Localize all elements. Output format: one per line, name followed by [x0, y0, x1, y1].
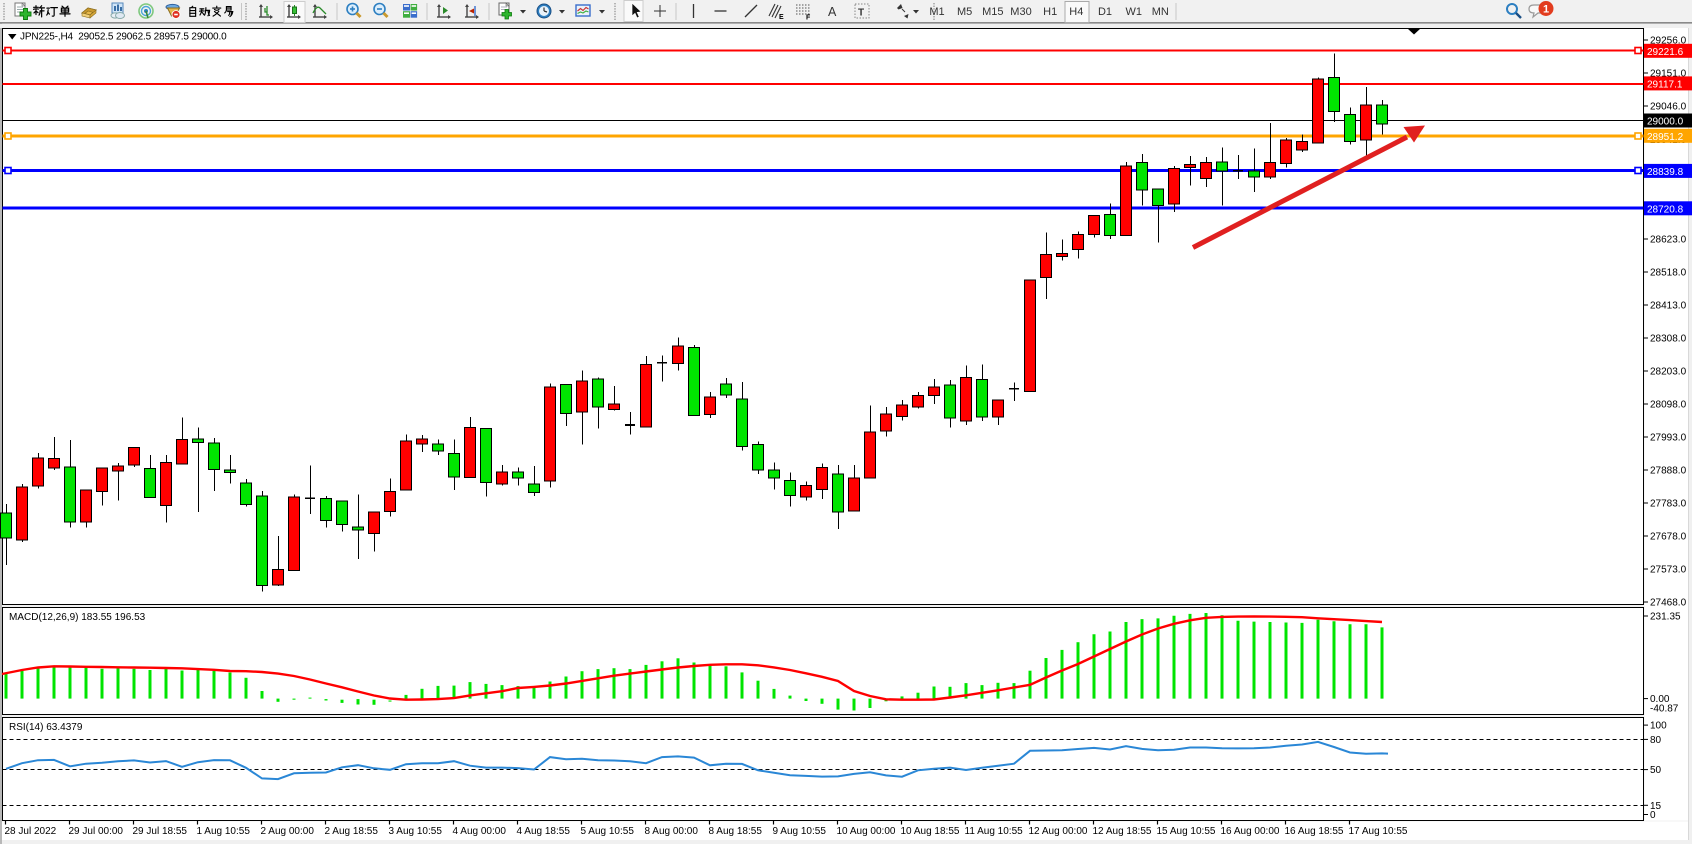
svg-text:27993.0: 27993.0 [1650, 433, 1687, 444]
svg-text:10 Aug 00:00: 10 Aug 00:00 [837, 826, 896, 837]
svg-text:12 Aug 18:55: 12 Aug 18:55 [1093, 826, 1152, 837]
svg-text:A: A [828, 5, 837, 19]
svg-text:10 Aug 18:55: 10 Aug 18:55 [901, 826, 960, 837]
svg-text:9 Aug 10:55: 9 Aug 10:55 [773, 826, 827, 837]
svg-text:M5: M5 [957, 6, 972, 18]
svg-text:RSI(14) 63.4379: RSI(14) 63.4379 [9, 722, 83, 733]
svg-text:27573.0: 27573.0 [1650, 565, 1687, 576]
svg-text:28203.0: 28203.0 [1650, 367, 1687, 378]
svg-text:28413.0: 28413.0 [1650, 301, 1687, 312]
svg-text:28951.2: 28951.2 [1647, 132, 1684, 143]
svg-text:28720.8: 28720.8 [1647, 204, 1684, 215]
svg-text:12 Aug 00:00: 12 Aug 00:00 [1029, 826, 1088, 837]
svg-text:50: 50 [1650, 765, 1662, 776]
svg-text:27783.0: 27783.0 [1650, 499, 1687, 510]
svg-text:80: 80 [1650, 735, 1662, 746]
svg-text:M1: M1 [929, 6, 944, 18]
svg-text:29 Jul 00:00: 29 Jul 00:00 [69, 826, 124, 837]
svg-text:W1: W1 [1125, 6, 1142, 18]
svg-text:3 Aug 10:55: 3 Aug 10:55 [389, 826, 443, 837]
svg-text:28839.8: 28839.8 [1647, 167, 1684, 178]
svg-text:11 Aug 10:55: 11 Aug 10:55 [965, 826, 1024, 837]
svg-text:28308.0: 28308.0 [1650, 334, 1687, 345]
svg-text:8 Aug 00:00: 8 Aug 00:00 [645, 826, 699, 837]
svg-text:28098.0: 28098.0 [1650, 400, 1687, 411]
svg-text:-40.87: -40.87 [1650, 704, 1679, 715]
svg-text:29256.0: 29256.0 [1650, 36, 1687, 47]
svg-text:M15: M15 [982, 6, 1003, 18]
svg-text:4 Aug 18:55: 4 Aug 18:55 [517, 826, 571, 837]
svg-text:D1: D1 [1098, 6, 1112, 18]
svg-text:T: T [858, 8, 864, 19]
svg-text:100: 100 [1650, 721, 1667, 732]
svg-text:15 Aug 10:55: 15 Aug 10:55 [1157, 826, 1216, 837]
svg-text:4 Aug 00:00: 4 Aug 00:00 [453, 826, 507, 837]
svg-text:29046.0: 29046.0 [1650, 102, 1687, 113]
svg-text:2 Aug 18:55: 2 Aug 18:55 [325, 826, 379, 837]
svg-text:29151.0: 29151.0 [1650, 69, 1687, 80]
svg-text:0: 0 [1650, 810, 1656, 821]
svg-text:MACD(12,26,9) 183.55 196.53: MACD(12,26,9) 183.55 196.53 [9, 612, 146, 623]
svg-text:29221.6: 29221.6 [1647, 47, 1684, 58]
svg-text:28623.0: 28623.0 [1650, 235, 1687, 246]
svg-text:F: F [806, 15, 811, 22]
svg-text:2 Aug 00:00: 2 Aug 00:00 [261, 826, 315, 837]
svg-text:27678.0: 27678.0 [1650, 532, 1687, 543]
svg-text:16 Aug 00:00: 16 Aug 00:00 [1221, 826, 1280, 837]
svg-text:27468.0: 27468.0 [1650, 598, 1687, 609]
svg-text:MN: MN [1152, 6, 1169, 18]
svg-text:29117.1: 29117.1 [1647, 79, 1683, 90]
svg-text:27888.0: 27888.0 [1650, 466, 1687, 477]
svg-text:M30: M30 [1010, 6, 1031, 18]
svg-text:28 Jul 2022: 28 Jul 2022 [5, 826, 57, 837]
svg-text:231.35: 231.35 [1650, 612, 1681, 623]
svg-text:0.00: 0.00 [1650, 694, 1670, 705]
svg-text:E: E [779, 14, 784, 21]
svg-text:H4: H4 [1069, 6, 1083, 18]
svg-text:29000.0: 29000.0 [1647, 117, 1684, 128]
svg-text:5 Aug 10:55: 5 Aug 10:55 [581, 826, 635, 837]
svg-text:H1: H1 [1043, 6, 1057, 18]
svg-text:15: 15 [1650, 801, 1662, 812]
svg-text:16 Aug 18:55: 16 Aug 18:55 [1285, 826, 1344, 837]
svg-text:29 Jul 18:55: 29 Jul 18:55 [133, 826, 188, 837]
svg-text:17 Aug 10:55: 17 Aug 10:55 [1349, 826, 1408, 837]
svg-text:JPN225-,H4 29052.5 29062.5 28: JPN225-,H4 29052.5 29062.5 28957.5 29000… [20, 32, 227, 43]
svg-text:1: 1 [1543, 4, 1549, 16]
svg-text:1 Aug 10:55: 1 Aug 10:55 [197, 826, 251, 837]
svg-text:8 Aug 18:55: 8 Aug 18:55 [709, 826, 763, 837]
svg-text:28518.0: 28518.0 [1650, 268, 1687, 279]
